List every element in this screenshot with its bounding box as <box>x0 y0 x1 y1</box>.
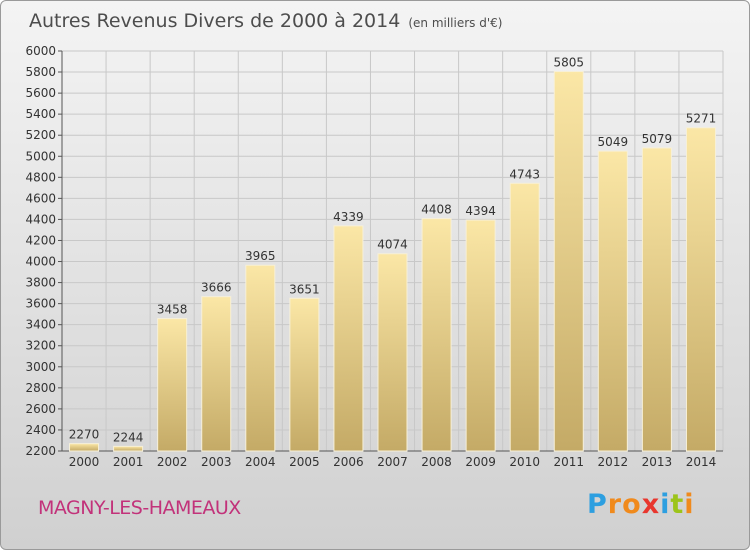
bar-value-label: 4408 <box>421 203 452 217</box>
bar <box>465 219 496 452</box>
bar-value-label: 2244 <box>113 430 144 444</box>
bar <box>113 445 144 452</box>
y-tick-label: 4400 <box>25 212 56 226</box>
bar-value-label: 3651 <box>289 282 320 296</box>
bar-value-label: 4074 <box>377 238 408 252</box>
y-tick-label: 2400 <box>25 423 56 437</box>
y-tick-label: 4800 <box>25 170 56 184</box>
x-tick-label: 2001 <box>113 455 144 469</box>
y-tick-label: 5800 <box>25 65 56 79</box>
bar-value-label: 4743 <box>509 167 540 181</box>
x-tick-label: 2004 <box>245 455 276 469</box>
y-tick-label: 4600 <box>25 191 56 205</box>
labels: 2270 2000 2244 2001 3458 2002 3666 2003 3965 2004… <box>69 56 716 469</box>
y-tick-label: 5000 <box>25 149 56 163</box>
logo-letter: i <box>684 489 695 520</box>
x-tick-label: 2014 <box>686 455 717 469</box>
x-tick-label: 2011 <box>553 455 584 469</box>
y-tick-label: 3600 <box>25 297 56 311</box>
y-tick-label: 5200 <box>25 128 56 142</box>
bars <box>69 71 716 452</box>
x-tick-label: 2007 <box>377 455 408 469</box>
bar-value-label: 2270 <box>69 428 100 442</box>
x-tick-label: 2013 <box>642 455 673 469</box>
x-tick-label: 2012 <box>598 455 629 469</box>
y-tick-label: 2800 <box>25 381 56 395</box>
y-tick-label: 2600 <box>25 402 56 416</box>
x-tick-label: 2008 <box>421 455 452 469</box>
x-tick-label: 2002 <box>157 455 188 469</box>
bar-value-label: 5271 <box>686 112 717 126</box>
bar <box>157 318 188 452</box>
axes: 2200 2400 2600 2800 3000 3200 3400 3600 3800 4000… <box>25 44 723 458</box>
bar <box>201 296 232 452</box>
bar <box>685 127 716 452</box>
y-tick-label: 3000 <box>25 360 56 374</box>
bar <box>377 253 408 452</box>
logo-letter: P <box>587 489 608 520</box>
y-tick-label: 3400 <box>25 318 56 332</box>
y-tick-label: 5400 <box>25 107 56 121</box>
x-tick-label: 2000 <box>69 455 100 469</box>
logo-letter: r <box>607 489 623 520</box>
y-tick-label: 4200 <box>25 233 56 247</box>
bar <box>333 225 364 452</box>
bar <box>69 443 100 452</box>
bar-value-label: 5049 <box>598 135 629 149</box>
chart-title: Autres Revenus Divers de 2000 à 2014 (en … <box>29 10 503 32</box>
bar-value-label: 3666 <box>201 281 232 295</box>
unit-note: (en milliers d'€) <box>408 16 503 30</box>
bar <box>509 182 540 452</box>
y-tick-label: 4000 <box>25 255 56 269</box>
x-tick-label: 2010 <box>509 455 540 469</box>
bar <box>597 150 628 452</box>
bar <box>245 264 276 452</box>
x-tick-label: 2005 <box>289 455 320 469</box>
bar-value-label: 5079 <box>642 132 673 146</box>
bar <box>289 297 320 452</box>
bar <box>641 147 672 452</box>
y-tick-label: 3200 <box>25 339 56 353</box>
bar <box>421 218 452 452</box>
bar-value-label: 4394 <box>465 204 496 218</box>
bar-value-label: 3458 <box>157 303 188 317</box>
y-tick-label: 3800 <box>25 276 56 290</box>
y-tick-label: 6000 <box>25 44 56 58</box>
proxiti-logo: Proxiti <box>587 489 695 520</box>
city-name: MAGNY-LES-HAMEAUX <box>38 497 241 519</box>
x-tick-label: 2003 <box>201 455 232 469</box>
y-tick-label: 5600 <box>25 86 56 100</box>
bar-value-label: 3965 <box>245 249 276 263</box>
bar-value-label: 4339 <box>333 210 364 224</box>
logo-letter: x <box>641 489 661 520</box>
y-tick-label: 2200 <box>25 444 56 458</box>
x-tick-label: 2009 <box>465 455 496 469</box>
bar-value-label: 5805 <box>553 56 584 70</box>
logo-letter: o <box>622 489 642 520</box>
logo-letter: t <box>670 489 685 520</box>
x-tick-label: 2006 <box>333 455 364 469</box>
bar <box>553 71 584 452</box>
logo-letter: i <box>660 489 671 520</box>
